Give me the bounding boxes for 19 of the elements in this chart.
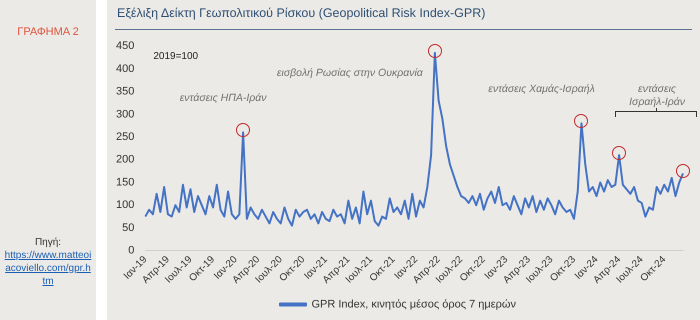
y-tick-label: 0 (128, 244, 134, 257)
annotation: 2019=100 (153, 50, 198, 63)
y-tick-label: 150 (116, 176, 134, 188)
annotation: εντάσεις ΗΠΑ-Ιράν (180, 92, 266, 106)
annotation: εντάσεις Χαμάς-Ισραήλ (488, 83, 595, 96)
y-tick-label: 350 (116, 86, 134, 98)
legend-label: GPR Index, κινητός μέσος όρος 7 ημερών (311, 298, 517, 311)
y-tick-label: 300 (116, 108, 134, 120)
chart-title: Εξέλιξη Δείκτη Γεωπολιτικού Ρίσκου (Geopolitical Risk Index-GPR) (117, 6, 486, 20)
text: ΓΡΑΦΗΜΑ 2 (16, 26, 80, 38)
y-tick-label: 250 (116, 131, 134, 143)
y-tick-label: 200 (116, 154, 134, 166)
y-tick-label: 450 (116, 40, 134, 52)
annotation: εισβολή Ρωσίας στην Ουκρανία (276, 66, 423, 80)
text: Πηγή: https://www.matteoiacoviello.com/gpr.htm (4, 236, 92, 287)
y-tick-label: 100 (116, 199, 134, 212)
y-tick-label: 400 (116, 62, 134, 75)
annotation: εντάσεις Ισραήλ-Ιράν (629, 83, 685, 110)
y-tick-label: 50 (122, 222, 134, 234)
